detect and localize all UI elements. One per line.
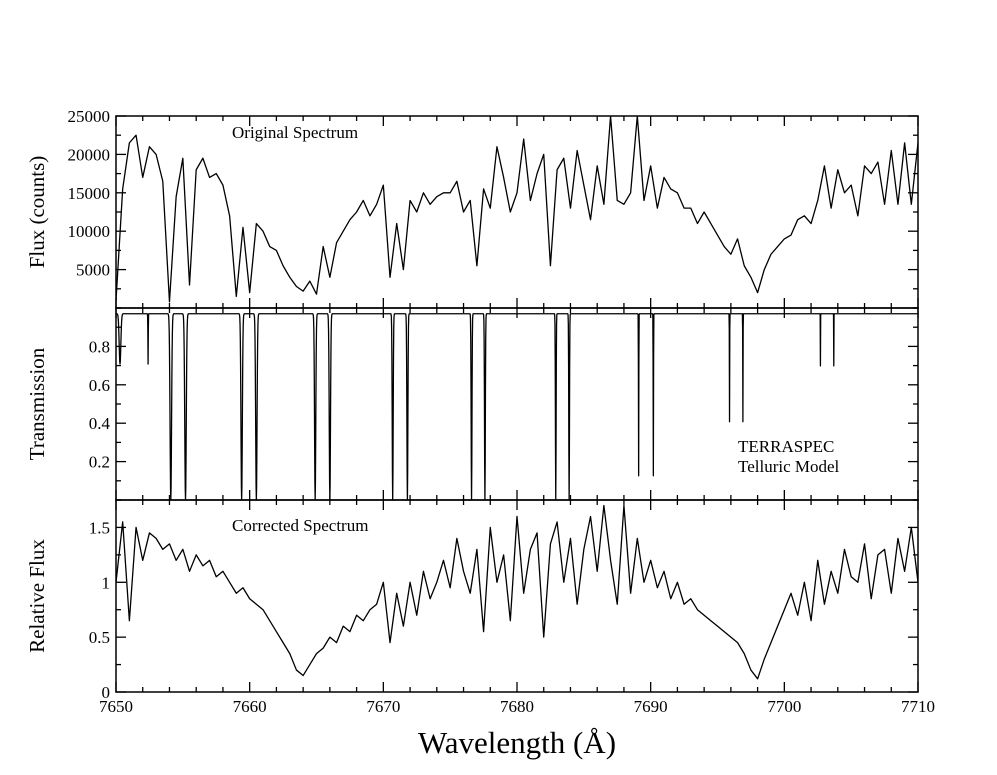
xtick-label: 7660 <box>233 697 267 716</box>
ytick-label-telluric: 0.8 <box>89 337 110 356</box>
annotation-telluric-model: Telluric Model <box>738 457 840 476</box>
series-line-original <box>116 116 918 303</box>
ylabel-flux-counts: Flux (counts) <box>25 156 49 269</box>
ytick-label-corrected: 0.5 <box>89 628 110 647</box>
ytick-label-original: 25000 <box>68 107 111 126</box>
ytick-label-telluric: 0.2 <box>89 453 110 472</box>
xtick-label: 7670 <box>366 697 400 716</box>
panel-corrected-spectrum: 0 0.5 1 1.5 7650 7660 7670 7680 7690 7700 7710 <box>89 499 935 716</box>
ytick-label-original: 20000 <box>68 145 111 164</box>
plot-frame-original <box>115 115 919 309</box>
annotation-terraspec: TERRASPEC <box>738 437 834 456</box>
ylabel-relative-flux: Relative Flux <box>25 539 49 653</box>
panel-original-spectrum: 5000 10000 15000 20000 25000 <box>68 107 919 309</box>
panel-telluric-model: 0.2 0.4 0.6 0.8 <box>89 307 919 501</box>
ytick-label-telluric: 0.4 <box>89 414 111 433</box>
ytick-label-corrected: 1 <box>102 573 111 592</box>
series-line-corrected <box>116 504 918 680</box>
ytick-label-corrected: 0 <box>102 683 111 702</box>
annotation-corrected-spectrum: Corrected Spectrum <box>232 516 368 535</box>
xtick-label: 7700 <box>767 697 801 716</box>
xtick-label: 7680 <box>500 697 534 716</box>
annotation-original-spectrum: Original Spectrum <box>232 123 358 142</box>
ylabel-transmission: Transmission <box>25 347 49 460</box>
ytick-label-telluric: 0.6 <box>89 376 110 395</box>
xtick-label: 7710 <box>901 697 935 716</box>
xlabel-wavelength: Wavelength (Å) <box>418 725 616 760</box>
ytick-label-original: 15000 <box>68 184 111 203</box>
ytick-label-original: 10000 <box>68 222 111 241</box>
xtick-label: 7650 <box>99 697 133 716</box>
ytick-label-corrected: 1.5 <box>89 518 110 537</box>
xtick-label: 7690 <box>634 697 668 716</box>
ytick-label-original: 5000 <box>76 261 110 280</box>
